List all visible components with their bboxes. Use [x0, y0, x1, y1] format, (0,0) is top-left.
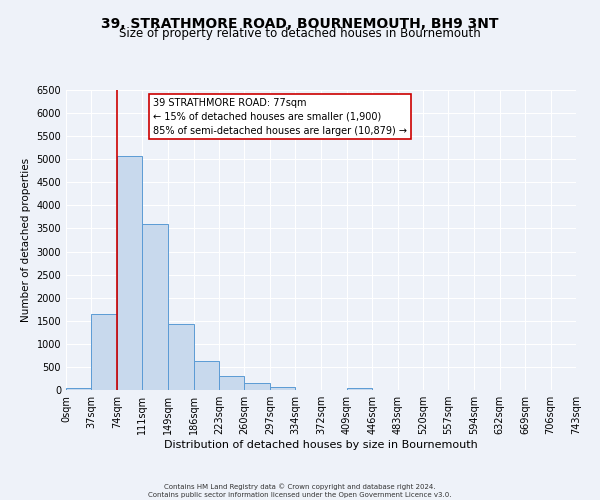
Bar — [91, 314, 117, 390]
Bar — [194, 362, 219, 390]
X-axis label: Distribution of detached houses by size in Bournemouth: Distribution of detached houses by size … — [164, 440, 478, 450]
Text: 39 STRATHMORE ROAD: 77sqm
← 15% of detached houses are smaller (1,900)
85% of se: 39 STRATHMORE ROAD: 77sqm ← 15% of detac… — [152, 98, 407, 136]
Bar — [168, 324, 194, 390]
Bar — [117, 156, 142, 390]
Bar — [244, 383, 270, 390]
Text: Contains HM Land Registry data © Crown copyright and database right 2024.
Contai: Contains HM Land Registry data © Crown c… — [148, 484, 452, 498]
Bar — [142, 224, 167, 390]
Text: 39, STRATHMORE ROAD, BOURNEMOUTH, BH9 3NT: 39, STRATHMORE ROAD, BOURNEMOUTH, BH9 3N… — [101, 18, 499, 32]
Text: Size of property relative to detached houses in Bournemouth: Size of property relative to detached ho… — [119, 28, 481, 40]
Bar — [219, 376, 244, 390]
Bar — [347, 388, 372, 390]
Bar — [270, 387, 295, 390]
Y-axis label: Number of detached properties: Number of detached properties — [21, 158, 31, 322]
Bar — [66, 388, 91, 390]
